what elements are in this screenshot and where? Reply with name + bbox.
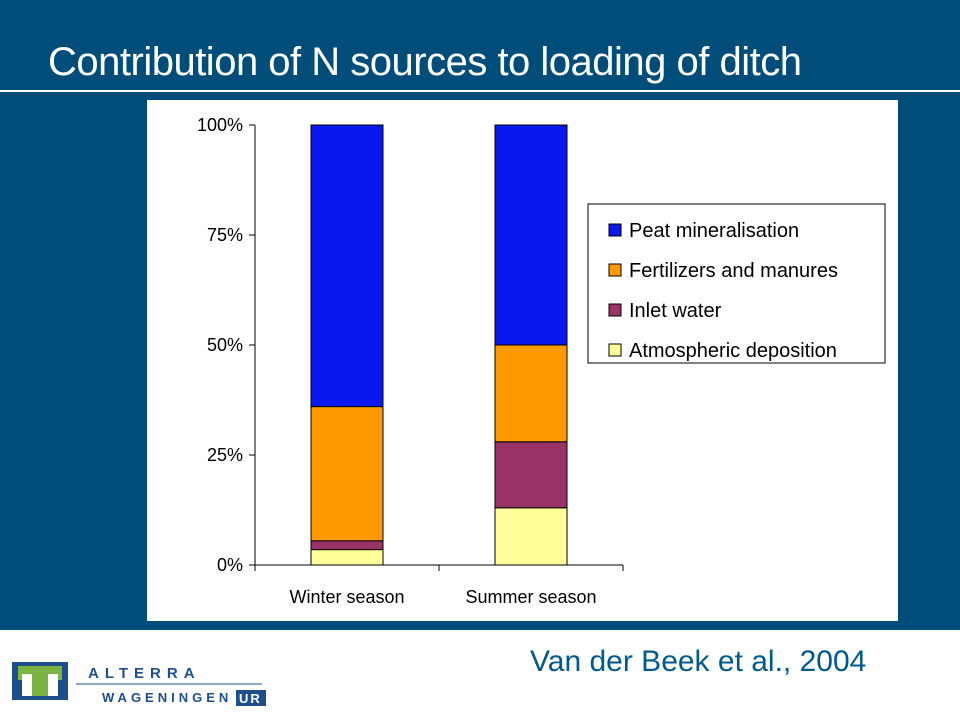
bar-fertilizers-and-manures — [494, 344, 568, 443]
slide-title: Contribution of N sources to loading of … — [48, 40, 802, 84]
logo-line2: WAGENINGEN — [102, 690, 232, 705]
title-divider — [0, 90, 960, 92]
chart-panel: 0% 25% 50% 75% 100% Winter season Summer seaso… — [147, 100, 898, 621]
legend-swatch — [608, 223, 622, 237]
logo-line1: ALTERRA — [88, 665, 201, 682]
y-tick-label: 100% — [197, 115, 243, 135]
legend-swatch — [608, 303, 622, 317]
bar-inlet-water — [310, 540, 384, 551]
bar-fertilizers-and-manures — [310, 406, 384, 542]
legend-box — [587, 203, 886, 364]
legend-swatch — [608, 343, 622, 357]
y-tick-label: 25% — [207, 445, 243, 465]
bar-atmospheric-deposition — [310, 549, 384, 566]
logo-ur: UR — [239, 691, 262, 706]
citation: Van der Beek et al., 2004 — [530, 645, 867, 678]
bar-peat-mineralisation — [310, 124, 384, 408]
legend-swatch — [608, 263, 622, 277]
legend-label: Inlet water — [629, 300, 722, 322]
y-tick-label: 75% — [207, 225, 243, 245]
legend-label: Atmospheric deposition — [629, 340, 837, 362]
x-tick-label: Winter season — [289, 587, 404, 607]
alterra-wur-logo: ALTERRA WAGENINGEN UR — [12, 662, 266, 706]
logo-ur-box — [236, 690, 266, 706]
stacked-bar-chart: 0% 25% 50% 75% 100% Winter season Summer seaso… — [197, 115, 886, 607]
x-tick-label: Summer season — [465, 587, 596, 607]
legend-label: Peat mineralisation — [629, 220, 799, 242]
legend-label: Fertilizers and manures — [629, 260, 838, 282]
y-tick-label: 50% — [207, 335, 243, 355]
bar-atmospheric-deposition — [494, 507, 568, 566]
logo-mark-center — [32, 674, 48, 696]
bar-peat-mineralisation — [494, 124, 568, 346]
y-tick-label: 0% — [217, 555, 243, 575]
bar-inlet-water — [494, 441, 568, 509]
